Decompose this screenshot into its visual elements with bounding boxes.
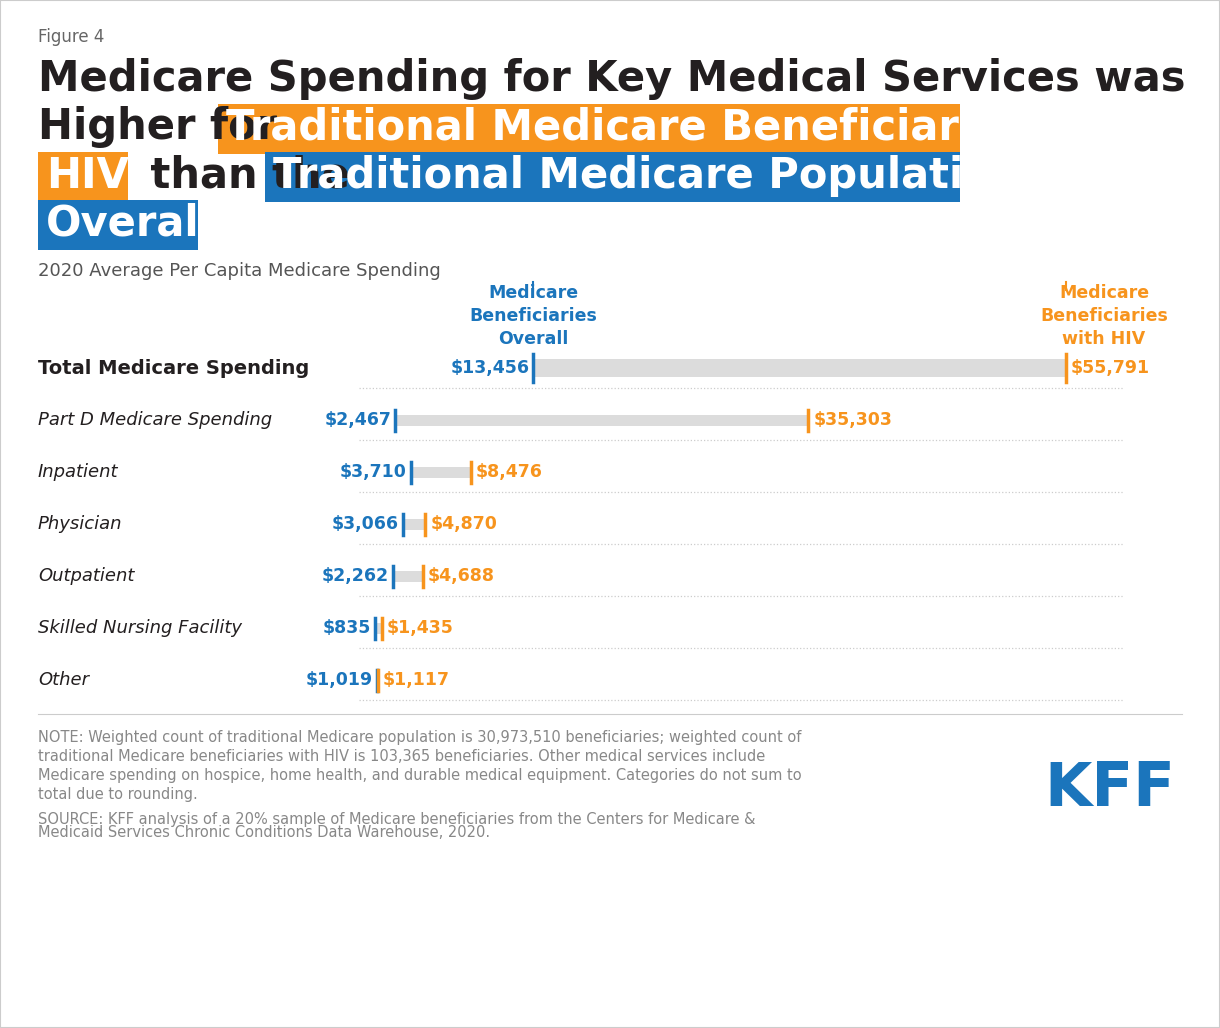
FancyBboxPatch shape — [377, 674, 378, 686]
Text: Outpatient: Outpatient — [38, 567, 134, 585]
FancyBboxPatch shape — [38, 200, 198, 250]
Text: HIV: HIV — [46, 155, 129, 197]
Text: Skilled Nursing Facility: Skilled Nursing Facility — [38, 619, 242, 637]
Text: $1,019: $1,019 — [306, 671, 373, 689]
Text: Medicare
Beneficiaries
with HIV: Medicare Beneficiaries with HIV — [1041, 284, 1168, 347]
FancyBboxPatch shape — [218, 104, 960, 154]
Text: $3,066: $3,066 — [332, 515, 399, 533]
Text: Traditional Medicare Beneficiaries with: Traditional Medicare Beneficiaries with — [226, 107, 1143, 149]
FancyBboxPatch shape — [38, 152, 128, 201]
Text: $2,467: $2,467 — [325, 411, 392, 429]
Text: Medicaid Services Chronic Conditions Data Warehouse, 2020.: Medicaid Services Chronic Conditions Dat… — [38, 825, 490, 840]
Text: Medicare spending on hospice, home health, and durable medical equipment. Catego: Medicare spending on hospice, home healt… — [38, 768, 802, 783]
Text: $2,262: $2,262 — [321, 567, 388, 585]
Text: Overall: Overall — [46, 203, 214, 245]
Text: $13,456: $13,456 — [450, 359, 529, 377]
Text: $835: $835 — [322, 619, 371, 637]
Text: than the: than the — [135, 154, 365, 196]
Text: 2020 Average Per Capita Medicare Spending: 2020 Average Per Capita Medicare Spendin… — [38, 262, 440, 280]
FancyBboxPatch shape — [411, 467, 471, 477]
Text: Figure 4: Figure 4 — [38, 28, 105, 46]
Text: Total Medicare Spending: Total Medicare Spending — [38, 359, 309, 377]
Text: KFF: KFF — [1044, 760, 1175, 819]
Text: Higher for: Higher for — [38, 106, 292, 148]
Text: Medicare Spending for Key Medical Services was: Medicare Spending for Key Medical Servic… — [38, 58, 1186, 100]
Text: Physician: Physician — [38, 515, 122, 533]
Text: Other: Other — [38, 671, 89, 689]
FancyBboxPatch shape — [375, 623, 382, 633]
FancyBboxPatch shape — [533, 359, 1066, 377]
FancyBboxPatch shape — [265, 152, 960, 201]
Text: Traditional Medicare Population: Traditional Medicare Population — [273, 155, 1021, 197]
Text: $3,710: $3,710 — [340, 463, 406, 481]
Text: total due to rounding.: total due to rounding. — [38, 787, 198, 802]
Text: Inpatient: Inpatient — [38, 463, 118, 481]
Text: Medicare
Beneficiaries
Overall: Medicare Beneficiaries Overall — [470, 284, 598, 347]
Text: traditional Medicare beneficiaries with HIV is 103,365 beneficiaries. Other medi: traditional Medicare beneficiaries with … — [38, 749, 765, 764]
Text: $55,791: $55,791 — [1071, 359, 1150, 377]
Text: $8,476: $8,476 — [476, 463, 543, 481]
Text: SOURCE: KFF analysis of a 20% sample of Medicare beneficiaries from the Centers : SOURCE: KFF analysis of a 20% sample of … — [38, 812, 755, 827]
Text: $1,435: $1,435 — [387, 619, 454, 637]
Text: $4,688: $4,688 — [428, 567, 495, 585]
Text: $35,303: $35,303 — [814, 411, 892, 429]
Text: $1,117: $1,117 — [383, 671, 450, 689]
Text: $4,870: $4,870 — [431, 515, 498, 533]
Text: NOTE: Weighted count of traditional Medicare population is 30,973,510 beneficiar: NOTE: Weighted count of traditional Medi… — [38, 730, 802, 745]
FancyBboxPatch shape — [393, 571, 423, 582]
Text: Part D Medicare Spending: Part D Medicare Spending — [38, 411, 272, 429]
FancyBboxPatch shape — [395, 414, 809, 426]
FancyBboxPatch shape — [403, 518, 426, 529]
